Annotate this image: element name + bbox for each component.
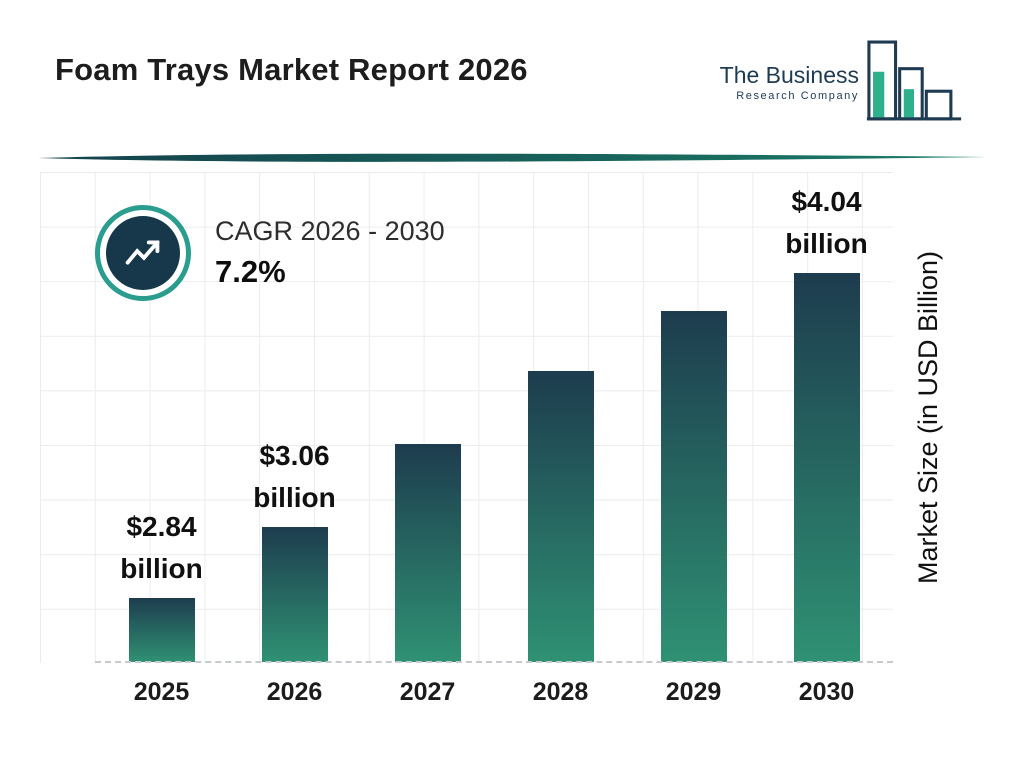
- bar-value-label-2030: $4.04 billion: [785, 186, 868, 259]
- bar-2026: [261, 527, 328, 662]
- x-tick-2029: 2029: [665, 678, 722, 706]
- logo-subname: Research Company: [736, 90, 859, 102]
- bar-2028: [527, 371, 594, 662]
- logo-name: The Business: [719, 62, 859, 88]
- chart-column-2025: $2.84 billion 2025: [95, 180, 228, 706]
- cagr-label: CAGR 2026 - 2030: [215, 216, 445, 246]
- x-tick-2026: 2026: [266, 678, 323, 706]
- bar-2029: [660, 311, 727, 662]
- company-logo: The Business Research Company: [720, 40, 964, 124]
- chart-column-2029: 2029: [627, 180, 760, 706]
- bar-value-label-2026: $3.06 billion: [253, 440, 336, 513]
- bar-2025: [128, 598, 195, 662]
- section-divider: [38, 153, 986, 162]
- trend-arrow-icon: [106, 216, 180, 290]
- bar-2027: [394, 444, 461, 662]
- x-tick-2030: 2030: [798, 678, 855, 706]
- y-axis-title: Market Size (in USD Billion): [913, 250, 944, 585]
- cagr-badge: CAGR 2026 - 2030 7.2%: [95, 205, 445, 301]
- chart-column-2028: 2028: [494, 180, 627, 706]
- logo-bars-icon: [866, 40, 962, 121]
- x-tick-2028: 2028: [532, 678, 589, 706]
- x-tick-2027: 2027: [399, 678, 456, 706]
- bar-chart: $2.84 billion 2025 $3.06 billion 2026 2027 2028…: [95, 180, 893, 706]
- bar-2030: [793, 273, 860, 662]
- cagr-value: 7.2%: [215, 254, 286, 289]
- chart-column-2026: $3.06 billion 2026: [228, 180, 361, 706]
- chart-column-2027: 2027: [361, 180, 494, 706]
- y-axis-title-wrap: Market Size (in USD Billion): [905, 172, 953, 663]
- trend-up-icon: [95, 205, 191, 301]
- chart-column-2030: $4.04 billion 2030: [760, 180, 893, 706]
- page-title: Foam Trays Market Report 2026: [55, 52, 528, 87]
- bar-value-label-2025: $2.84 billion: [120, 511, 203, 584]
- x-axis-line: [95, 661, 893, 663]
- x-tick-2025: 2025: [133, 678, 190, 706]
- company-logo-text: The Business Research Company: [720, 62, 859, 102]
- cagr-text: CAGR 2026 - 2030 7.2%: [215, 216, 445, 290]
